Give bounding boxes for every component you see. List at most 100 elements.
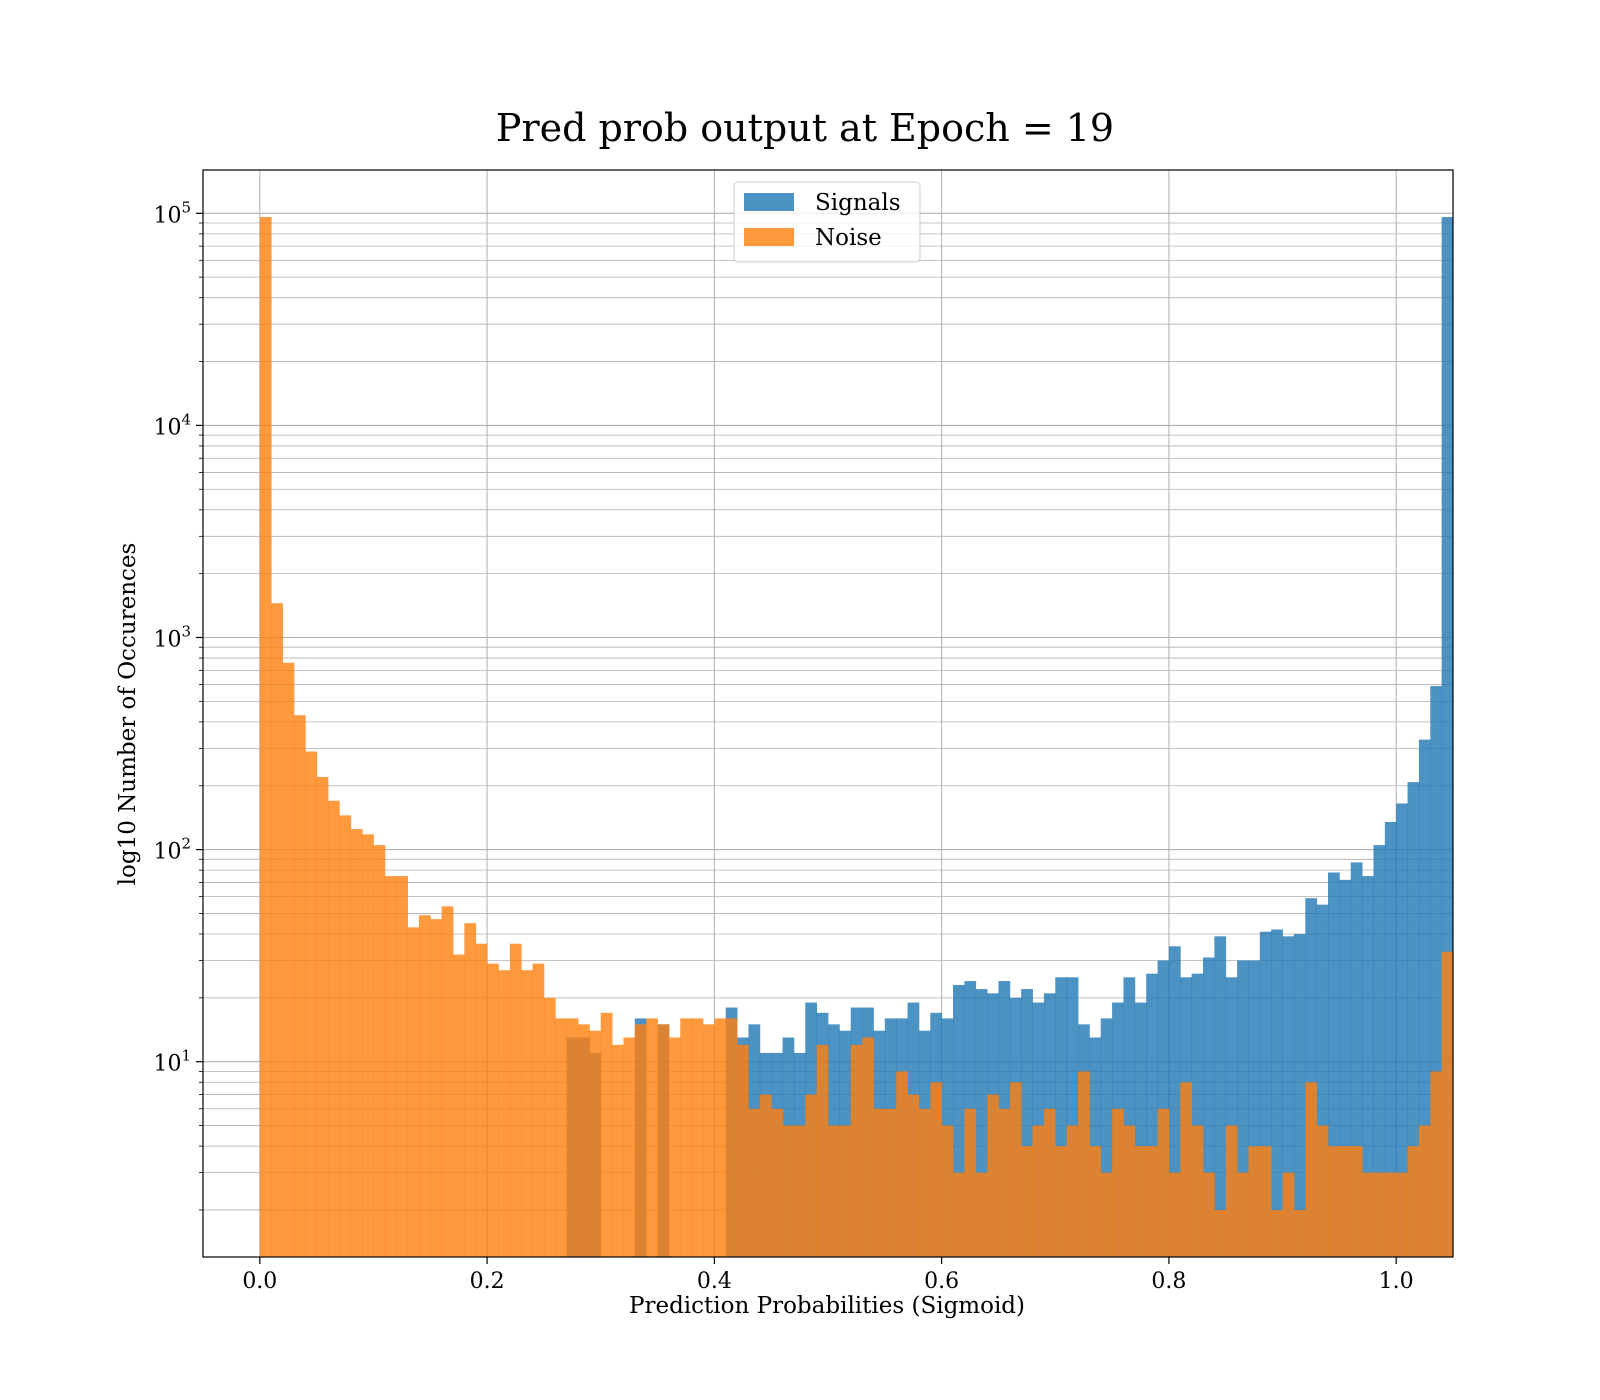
y-tick-label: 104: [153, 410, 191, 440]
noise-bar: [464, 923, 477, 1257]
noise-bar: [1384, 1172, 1397, 1257]
noise-bar: [1362, 1172, 1374, 1257]
noise-bar: [566, 1018, 579, 1257]
noise-bar: [805, 1094, 818, 1257]
signals-bar: [1237, 960, 1249, 1257]
noise-bar: [373, 845, 386, 1257]
signals-bar: [1430, 686, 1443, 1257]
noise-bar: [1168, 1172, 1181, 1257]
signals-bar: [1328, 872, 1340, 1257]
noise-bar: [339, 815, 352, 1257]
noise-bar: [407, 927, 420, 1257]
signals-bar: [1248, 960, 1261, 1257]
signals-bar: [1441, 217, 1454, 1257]
signals-bar: [1134, 1002, 1147, 1257]
noise-bar: [1430, 1071, 1443, 1257]
noise-bar: [589, 1030, 602, 1257]
noise-bar: [953, 1172, 965, 1257]
signals-bar: [1293, 933, 1306, 1257]
signals-bar: [1282, 936, 1295, 1257]
noise-bar: [1237, 1172, 1249, 1257]
noise-bar: [259, 217, 272, 1257]
noise-bar: [884, 1108, 897, 1257]
signals-bar: [975, 989, 988, 1257]
noise-bar: [1100, 1172, 1113, 1257]
signals-bar: [1316, 904, 1329, 1257]
noise-bar: [1055, 1146, 1068, 1257]
noise-bar: [907, 1094, 920, 1257]
y-axis: 101 102 103 104 105: [153, 198, 203, 1211]
signals-bar: [1191, 973, 1204, 1257]
noise-bar: [725, 1018, 738, 1257]
y-tick-label: 105: [153, 198, 191, 228]
legend-swatch-noise: [744, 228, 794, 246]
noise-bar: [1328, 1146, 1340, 1257]
noise-bar: [1339, 1146, 1352, 1257]
noise-bar: [1396, 1172, 1408, 1257]
noise-bar: [816, 1044, 829, 1257]
noise-bar: [1282, 1172, 1295, 1257]
signals-bar: [1350, 862, 1363, 1257]
noise-bar: [1225, 1125, 1238, 1257]
signals-bar: [1418, 739, 1431, 1257]
noise-bar: [1157, 1108, 1170, 1257]
signals-bar: [1214, 936, 1227, 1257]
noise-bar: [748, 1108, 761, 1257]
x-tick-label: 0.8: [1151, 1269, 1186, 1294]
noise-bar: [282, 662, 295, 1257]
y-tick-label: 102: [153, 835, 191, 865]
signals-bar: [1146, 973, 1158, 1257]
noise-bar: [350, 829, 363, 1257]
noise-bar: [1316, 1125, 1329, 1257]
noise-bar: [1373, 1172, 1386, 1257]
noise-bar: [1043, 1108, 1056, 1257]
noise-bar: [646, 1018, 658, 1257]
noise-bar: [998, 1108, 1011, 1257]
noise-bar: [1214, 1209, 1227, 1257]
signals-bar: [1384, 821, 1397, 1257]
noise-bar: [634, 1024, 647, 1257]
signals-bar: [1168, 946, 1181, 1257]
noise-bar: [987, 1094, 999, 1257]
noise-bar: [1441, 951, 1454, 1257]
x-tick-label: 1.0: [1379, 1269, 1414, 1294]
noise-bar: [1146, 1146, 1158, 1257]
signals-bar: [1259, 931, 1272, 1257]
noise-bar: [453, 954, 465, 1257]
noise-bar: [271, 603, 283, 1257]
noise-bar: [1078, 1071, 1090, 1257]
noise-bar: [600, 1012, 613, 1257]
noise-bar: [1259, 1146, 1272, 1257]
noise-bar: [498, 970, 511, 1257]
signals-bar: [1066, 977, 1079, 1257]
noise-bar: [759, 1094, 772, 1257]
legend: Signals Noise: [733, 181, 921, 263]
noise-bar: [896, 1071, 908, 1257]
noise-bar: [1123, 1125, 1136, 1257]
signals-bar: [1271, 929, 1283, 1257]
noise-bar: [941, 1125, 954, 1257]
y-axis-label: log10 Number of Occurences: [115, 543, 141, 886]
noise-bar: [873, 1108, 886, 1257]
noise-bar: [1032, 1125, 1045, 1257]
x-tick-label: 0.0: [242, 1269, 277, 1294]
x-tick-label: 0.2: [470, 1269, 505, 1294]
noise-bar: [1089, 1146, 1102, 1257]
noise-bar: [396, 876, 408, 1257]
noise-bar: [543, 997, 556, 1257]
noise-bar: [509, 943, 522, 1257]
signals-bar: [1100, 1018, 1113, 1257]
noise-bar: [930, 1082, 943, 1257]
noise-bar: [578, 1024, 590, 1257]
noise-bar: [1271, 1209, 1283, 1257]
noise-bar: [418, 915, 431, 1257]
noise-bar: [293, 715, 306, 1257]
signals-bar: [1339, 879, 1352, 1257]
noise-bar: [1112, 1108, 1124, 1257]
noise-bar: [668, 1037, 681, 1257]
noise-bar: [1203, 1172, 1215, 1257]
noise-bar: [1293, 1209, 1306, 1257]
noise-bar: [1066, 1125, 1079, 1257]
noise-bar: [441, 906, 454, 1257]
